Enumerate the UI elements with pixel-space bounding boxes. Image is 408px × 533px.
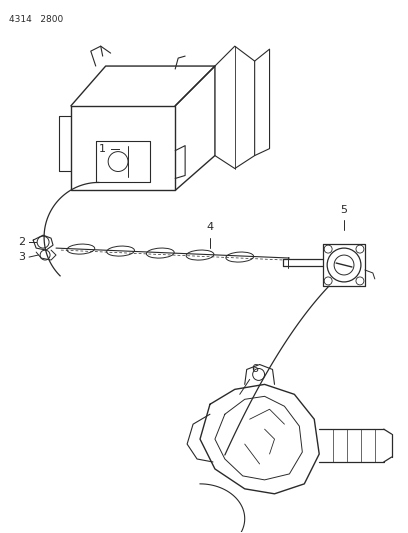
Ellipse shape: [106, 246, 135, 256]
Ellipse shape: [146, 248, 174, 258]
Ellipse shape: [226, 252, 254, 262]
Text: 3: 3: [18, 252, 25, 262]
Text: 4314   2800: 4314 2800: [9, 15, 64, 25]
Text: 6: 6: [251, 365, 258, 375]
Text: 5: 5: [341, 205, 348, 215]
Text: 1: 1: [99, 143, 106, 154]
Ellipse shape: [67, 244, 95, 254]
Ellipse shape: [186, 250, 214, 260]
Text: 2: 2: [18, 237, 25, 247]
Text: 4: 4: [206, 222, 213, 232]
